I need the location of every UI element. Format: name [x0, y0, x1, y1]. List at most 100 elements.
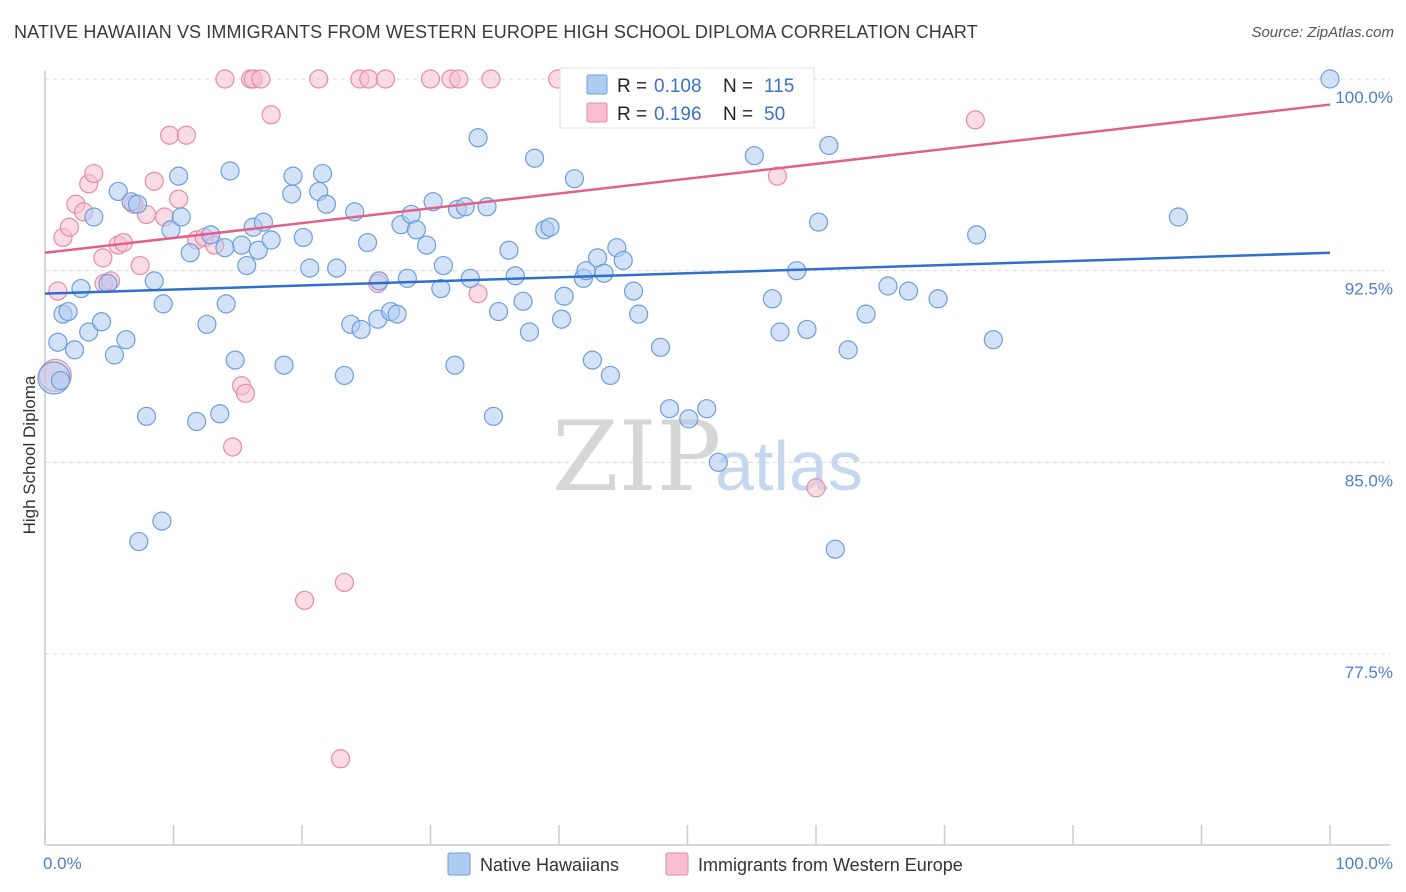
blue-point: [144, 271, 164, 291]
pink-point: [965, 110, 985, 130]
blue-point: [274, 355, 294, 375]
blue-point: [79, 322, 99, 342]
blue-point: [524, 148, 545, 168]
blue-point: [650, 337, 671, 357]
pink-point: [261, 105, 281, 125]
blue-point: [762, 289, 782, 309]
legend-top: R = 0.108 N = 115 R = 0.196 N = 50: [559, 67, 815, 129]
blue-point: [91, 312, 112, 332]
legend-r-label: R =: [617, 76, 647, 97]
blue-point: [600, 365, 621, 386]
blue-point: [519, 322, 540, 342]
pink-point: [215, 69, 235, 89]
blue-point: [878, 276, 898, 296]
pink-point: [59, 217, 80, 237]
blue-point: [50, 370, 71, 391]
legend-n-label: N =: [723, 76, 753, 97]
blue-point: [505, 266, 525, 286]
blue-point: [171, 207, 191, 227]
x-tick-label: 0.0%: [43, 854, 82, 873]
blue-point: [108, 181, 128, 202]
blue-point: [104, 345, 124, 365]
blue-point: [460, 268, 480, 288]
pink-point: [223, 437, 243, 457]
pink-point: [160, 125, 180, 145]
pink-point: [84, 163, 104, 184]
blue-point: [825, 539, 845, 559]
blue-point: [838, 340, 858, 360]
chart-source: Source: ZipAtlas.com: [1251, 24, 1394, 41]
blue-point: [293, 227, 313, 248]
blue-point: [406, 220, 426, 240]
blue-point: [1168, 207, 1188, 227]
pink-point: [93, 248, 113, 268]
pink-point: [375, 69, 396, 89]
legend-r-value-pink: 0.196: [654, 104, 702, 125]
blue-point: [357, 232, 378, 253]
legend-bottom-label-pink: Immigrants from Western Europe: [698, 855, 963, 875]
chart-title: NATIVE HAWAIIAN VS IMMIGRANTS FROM WESTE…: [14, 22, 978, 42]
x-tick-label: 100.0%: [1335, 854, 1393, 873]
pink-point: [130, 255, 150, 276]
axes: [44, 71, 1390, 846]
blue-point: [708, 452, 728, 472]
blue-point: [64, 340, 85, 360]
x-tick-labels: 0.0% 100.0%: [43, 854, 1393, 873]
blue-point: [129, 531, 149, 552]
blue-point: [679, 409, 699, 429]
blue-point: [327, 258, 347, 278]
pink-point: [330, 749, 351, 769]
blue-point: [283, 166, 303, 186]
blue-point: [225, 350, 245, 370]
blue-point: [445, 355, 465, 375]
legend-swatch-pink: [586, 102, 608, 123]
blue-point: [808, 212, 829, 232]
blue-point: [594, 263, 614, 283]
pink-point: [251, 69, 271, 89]
pink-point: [294, 590, 315, 610]
legend-bottom: Native Hawaiians Immigrants from Western…: [447, 852, 963, 876]
blue-point: [540, 217, 560, 237]
blue-point: [300, 258, 320, 278]
pink-point: [309, 69, 329, 89]
blue-point: [152, 511, 172, 531]
watermark-atlas: atlas: [715, 427, 863, 505]
blue-point: [489, 301, 509, 322]
watermark: ZIP atlas: [552, 401, 863, 513]
legend-bottom-swatch-blue: [447, 852, 471, 876]
blue-point: [210, 404, 230, 424]
blue-point: [237, 255, 257, 276]
blue-point: [423, 192, 443, 212]
y-tick-label: 85.0%: [1345, 471, 1393, 490]
blue-point: [232, 235, 252, 255]
blue-point: [629, 304, 649, 324]
blue-point: [983, 330, 1003, 350]
blue-point: [48, 332, 68, 352]
pink-point: [359, 69, 379, 89]
blue-point: [770, 322, 790, 342]
blue-point: [967, 225, 987, 245]
y-tick-label: 77.5%: [1345, 663, 1393, 682]
blue-point: [71, 278, 91, 299]
y-tick-label: 92.5%: [1345, 280, 1393, 299]
pink-point: [169, 189, 189, 209]
y-tick-labels: 77.5% 85.0% 92.5% 100.0%: [1335, 88, 1393, 682]
blue-point: [215, 238, 235, 258]
blue-point: [248, 240, 268, 260]
legend-r-value-blue: 0.108: [654, 76, 702, 97]
y-tick-label: 100.0%: [1335, 88, 1393, 107]
pink-point: [806, 478, 826, 498]
blue-point: [582, 350, 603, 370]
blue-point: [58, 301, 78, 322]
pink-point: [334, 572, 355, 593]
legend-swatch-blue: [586, 74, 608, 95]
blue-point: [468, 128, 488, 148]
pink-point: [235, 383, 256, 403]
blue-point: [216, 294, 236, 314]
blue-point: [187, 411, 207, 432]
pink-point: [176, 125, 196, 145]
blue-point: [499, 240, 519, 260]
blue-point: [797, 319, 817, 340]
legend-n-value-blue: 115: [764, 76, 794, 97]
